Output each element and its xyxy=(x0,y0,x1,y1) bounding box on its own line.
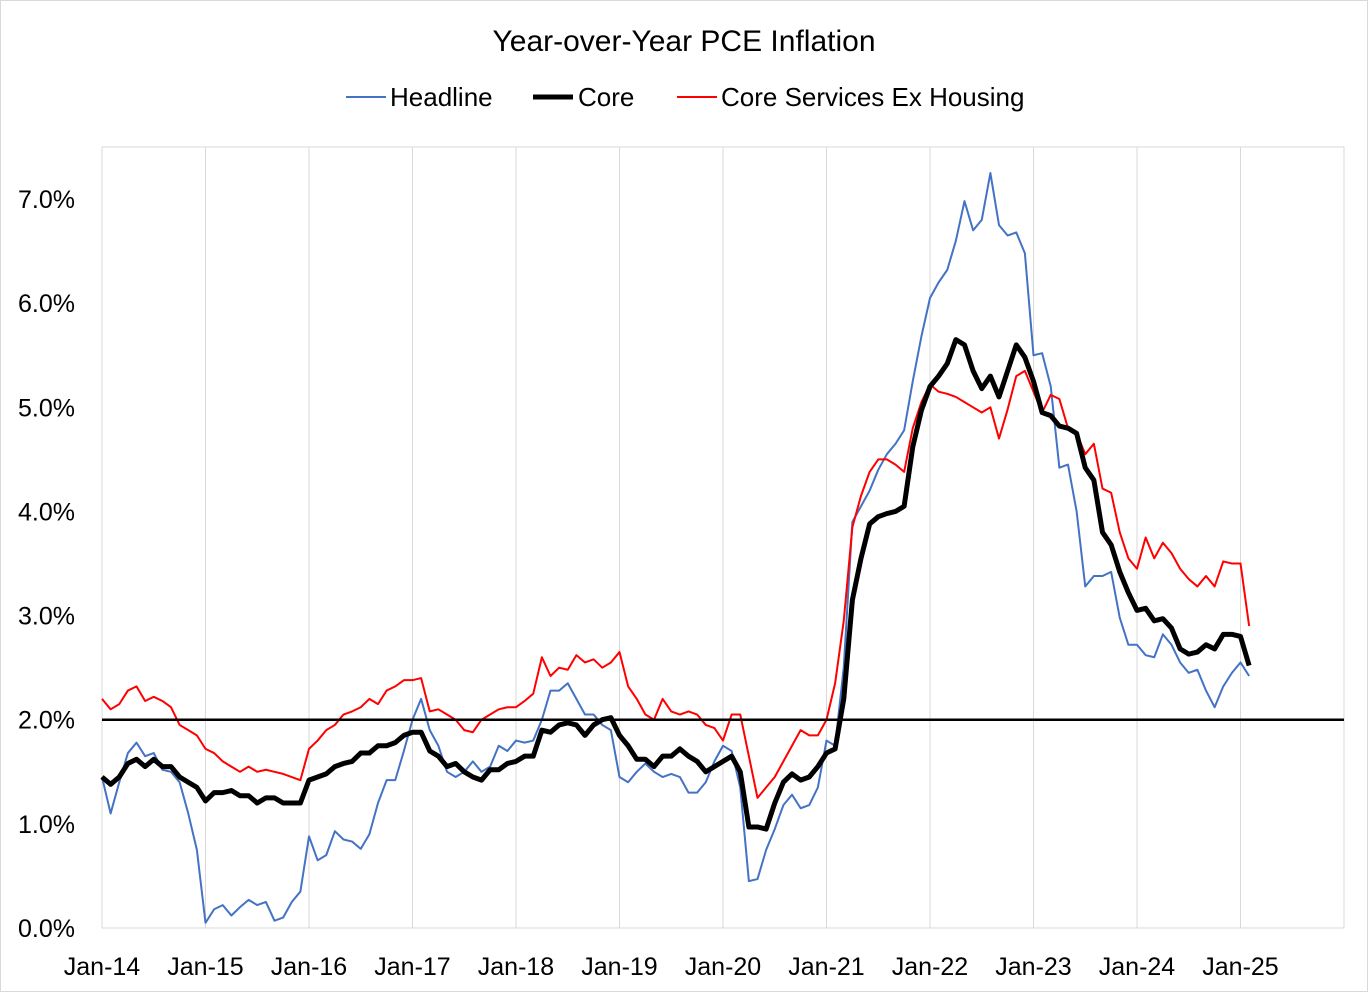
x-axis: Jan-14 Jan-15 Jan-16 Jan-17 Jan-18 Jan-19 Jan-… xyxy=(64,953,1279,981)
legend: Headline Core Core Services Ex Housing xyxy=(346,82,1024,112)
x-tick-label: Jan-14 xyxy=(64,953,141,981)
legend-label-core: Core xyxy=(578,82,634,112)
chart-title: Year-over-Year PCE Inflation xyxy=(493,25,876,58)
x-tick-label: Jan-19 xyxy=(581,953,657,981)
x-tick-label: Jan-22 xyxy=(892,953,968,981)
legend-label-core-services: Core Services Ex Housing xyxy=(721,82,1024,112)
y-tick-label: 6.0% xyxy=(18,290,75,318)
x-tick-label: Jan-20 xyxy=(685,953,761,981)
y-axis: 0.0% 1.0% 2.0% 3.0% 4.0% 5.0% 6.0% 7.0% xyxy=(18,186,75,943)
x-tick-label: Jan-23 xyxy=(995,953,1071,981)
x-tick-label: Jan-24 xyxy=(1099,953,1176,981)
legend-label-headline: Headline xyxy=(390,82,493,112)
x-tick-label: Jan-16 xyxy=(271,953,347,981)
y-tick-label: 4.0% xyxy=(18,498,75,526)
series-line-core-services xyxy=(101,369,1251,799)
y-tick-label: 5.0% xyxy=(18,394,75,422)
x-tick-label: Jan-25 xyxy=(1202,953,1278,981)
y-tick-label: 2.0% xyxy=(18,707,75,735)
y-tick-label: 7.0% xyxy=(18,186,75,214)
gridlines xyxy=(101,147,1241,928)
series-line-headline xyxy=(101,172,1250,924)
x-tick-label: Jan-18 xyxy=(478,953,554,981)
series-line-core xyxy=(100,337,1252,832)
y-tick-label: 3.0% xyxy=(18,603,75,631)
series-group xyxy=(100,172,1252,924)
x-tick-label: Jan-17 xyxy=(374,953,450,981)
x-tick-label: Jan-21 xyxy=(788,953,864,981)
x-tick-label: Jan-15 xyxy=(167,953,243,981)
y-tick-label: 0.0% xyxy=(18,915,75,943)
y-tick-label: 1.0% xyxy=(18,811,75,839)
